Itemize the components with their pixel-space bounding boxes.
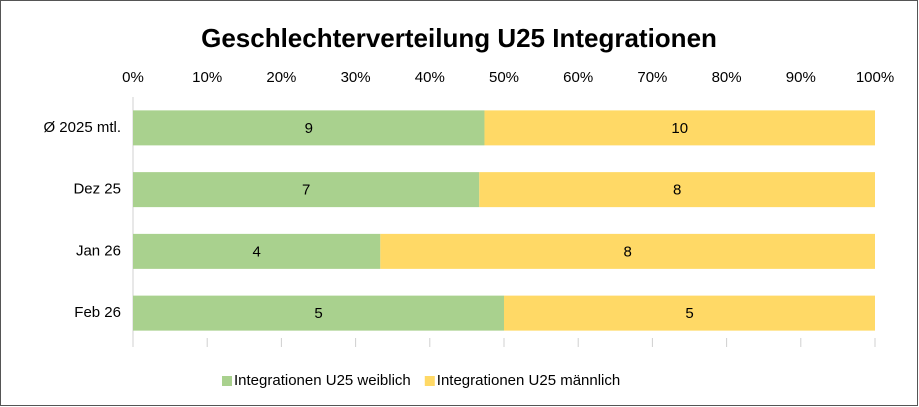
x-tick-label: 50% — [489, 69, 519, 86]
bar-segment — [133, 172, 480, 208]
data-label: 5 — [685, 305, 693, 322]
x-tick-label: 100% — [856, 69, 894, 86]
data-label: 8 — [673, 182, 681, 199]
legend-swatch — [222, 376, 232, 386]
chart-title: Geschlechterverteilung U25 Integrationen — [201, 23, 717, 53]
x-tick-label: 70% — [637, 69, 667, 86]
y-tick-label: Jan 26 — [76, 242, 121, 259]
legend-swatch — [424, 376, 435, 386]
x-tick-label: 20% — [266, 69, 296, 86]
x-tick-label: 90% — [786, 69, 816, 86]
data-label: 4 — [252, 243, 260, 260]
y-tick-label: Dez 25 — [73, 181, 121, 198]
bar-segment — [133, 110, 485, 146]
x-tick-label: 0% — [122, 69, 144, 86]
bar-segment — [504, 295, 875, 331]
data-label: 7 — [302, 182, 310, 199]
data-label: 5 — [314, 305, 322, 322]
x-tick-label: 30% — [341, 69, 371, 86]
data-label: 8 — [623, 243, 631, 260]
bar-segment — [133, 233, 381, 269]
legend-label: Integrationen U25 weiblich — [234, 372, 411, 389]
y-tick-label: Feb 26 — [74, 304, 121, 321]
bar-segment — [380, 233, 875, 269]
bar-segment — [133, 295, 504, 331]
bar-segment — [484, 110, 875, 146]
bar-segment — [479, 172, 875, 208]
y-tick-label: Ø 2025 mtl. — [43, 119, 121, 136]
legend-label: Integrationen U25 männlich — [437, 372, 620, 389]
x-tick-label: 80% — [712, 69, 742, 86]
data-label: 9 — [305, 120, 313, 137]
x-tick-label: 10% — [192, 69, 222, 86]
x-tick-label: 40% — [415, 69, 445, 86]
data-label: 10 — [671, 120, 688, 137]
x-tick-label: 60% — [563, 69, 593, 86]
